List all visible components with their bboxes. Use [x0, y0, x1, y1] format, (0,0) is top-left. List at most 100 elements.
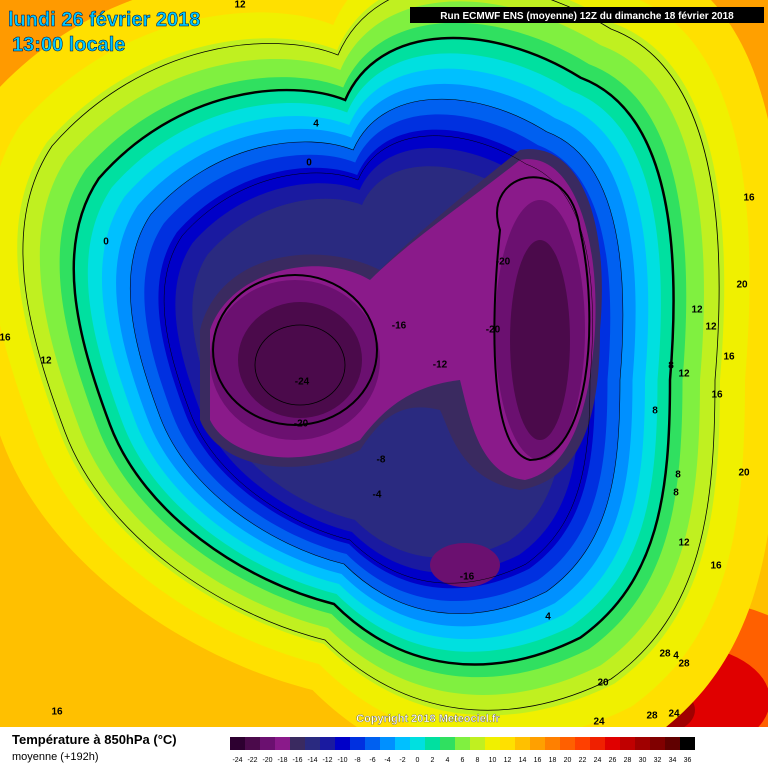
- color-swatch: [515, 737, 530, 750]
- contour-label: -16: [392, 321, 407, 332]
- color-swatch: [530, 737, 545, 750]
- contour-labels: 12 4 0 0 16 -20 20 12 -16 -20 12 16 16 -12 12 8 12 -24 16 8…: [0, 0, 755, 728]
- contour-label: -20: [496, 257, 511, 268]
- contour-label: 28: [659, 649, 671, 660]
- colorbar-tick: -2: [399, 757, 405, 764]
- contour-label: 12: [678, 538, 690, 549]
- colorbar-tick: 30: [639, 757, 647, 764]
- contour-label: 8: [668, 361, 674, 372]
- colorbar: -24 -22 -20 -18 -16 -14 -12 -10 -8 -6 -4 -2 0 2 4 6 8 10 1…: [230, 737, 695, 764]
- contour-label: -12: [433, 360, 448, 371]
- colorbar-tick: 0: [416, 757, 420, 764]
- colorbar-tick: -4: [384, 757, 390, 764]
- contour-label: 12: [705, 322, 717, 333]
- color-swatch: [455, 737, 470, 750]
- color-swatch: [350, 737, 365, 750]
- color-swatch: [575, 737, 590, 750]
- colorbar-tick: -8: [354, 757, 360, 764]
- color-swatch: [665, 737, 680, 750]
- contour-label: 4: [313, 119, 319, 130]
- contour-label: 16: [723, 352, 735, 363]
- contour-label: -8: [377, 455, 386, 466]
- contour-label: 24: [668, 709, 680, 720]
- contour-label: 0: [103, 237, 109, 248]
- colorbar-tick: -22: [247, 757, 257, 764]
- contour-label: 12: [234, 0, 246, 11]
- contour-label: 4: [545, 612, 551, 623]
- colorbar-tick: -18: [277, 757, 287, 764]
- contour-label: 28: [678, 659, 690, 670]
- colorbar-tick: -6: [369, 757, 375, 764]
- color-swatch: [680, 737, 695, 750]
- colorbar-tick: -14: [307, 757, 317, 764]
- color-swatch: [380, 737, 395, 750]
- contour-label: 8: [675, 470, 681, 481]
- colorbar-tick: 14: [519, 757, 527, 764]
- contour-label: -4: [373, 490, 382, 501]
- colorbar-tick: 16: [534, 757, 542, 764]
- map-subtitle: 13:00 locale: [12, 34, 125, 56]
- colorbar-tick: 8: [476, 757, 480, 764]
- color-swatch: [650, 737, 665, 750]
- color-swatch: [305, 737, 320, 750]
- color-swatch: [410, 737, 425, 750]
- contour-label: -24: [295, 377, 310, 388]
- run-box: [410, 7, 764, 23]
- contours: [22, 0, 720, 711]
- color-swatch: [395, 737, 410, 750]
- colorbar-tick: 6: [461, 757, 465, 764]
- contour-label: 8: [652, 406, 658, 417]
- color-swatch: [335, 737, 350, 750]
- colorbar-tick: 20: [564, 757, 572, 764]
- contour-label: 16: [711, 390, 723, 401]
- color-swatch: [485, 737, 500, 750]
- copyright: Copyright 2018 Meteociel.fr: [356, 713, 500, 725]
- contour-label: 16: [0, 333, 11, 344]
- contour-label: 8: [673, 488, 679, 499]
- contour-label: 24: [593, 717, 605, 728]
- contour-label: 20: [738, 468, 750, 479]
- color-swatch: [275, 737, 290, 750]
- color-swatch: [290, 737, 305, 750]
- contour-label: 20: [597, 678, 609, 689]
- color-swatch: [320, 737, 335, 750]
- colorbar-tick: 34: [669, 757, 677, 764]
- colorbar-tick: -12: [322, 757, 332, 764]
- map-title: lundi 26 février 2018: [8, 9, 200, 31]
- color-swatch: [245, 737, 260, 750]
- color-swatch: [620, 737, 635, 750]
- colorbar-tick: 24: [594, 757, 602, 764]
- colorbar-tick: 18: [549, 757, 557, 764]
- colorbar-tick: 36: [684, 757, 692, 764]
- color-swatch: [605, 737, 620, 750]
- run-info: Run ECMWF ENS (moyenne) 12Z du dimanche …: [440, 11, 734, 22]
- colorbar-tick: 26: [609, 757, 617, 764]
- contour-label: 12: [678, 369, 690, 380]
- contour-label: -16: [460, 572, 475, 583]
- color-swatch: [590, 737, 605, 750]
- contour-label: 0: [306, 158, 312, 169]
- contour-label: 28: [646, 711, 658, 722]
- contour-label: 16: [710, 561, 722, 572]
- colorbar-tick: 10: [489, 757, 497, 764]
- contour-label: 4: [673, 651, 679, 662]
- colorbar-tick: 32: [654, 757, 662, 764]
- contour-label: 16: [51, 707, 63, 718]
- colorbar-tick: 12: [504, 757, 512, 764]
- color-swatch: [440, 737, 455, 750]
- colorbar-tick: -16: [292, 757, 302, 764]
- color-swatch: [260, 737, 275, 750]
- color-swatch: [545, 737, 560, 750]
- legend-subtitle: moyenne (+192h): [12, 751, 99, 763]
- color-swatch: [365, 737, 380, 750]
- color-swatch: [635, 737, 650, 750]
- color-swatch: [500, 737, 515, 750]
- contour-label: -20: [486, 325, 501, 336]
- contour-label: 16: [743, 193, 755, 204]
- contour-label: 12: [40, 356, 52, 367]
- color-swatch: [230, 737, 245, 750]
- colorbar-tick: -10: [337, 757, 347, 764]
- colorbar-tick: 22: [579, 757, 587, 764]
